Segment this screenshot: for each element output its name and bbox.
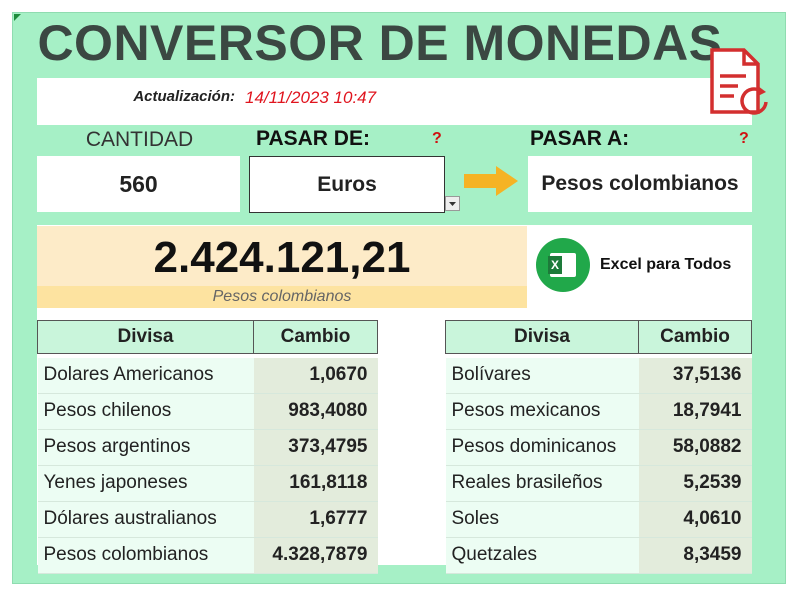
currency-name: Pesos mexicanos bbox=[445, 393, 639, 430]
svg-text:X: X bbox=[551, 258, 559, 272]
rate-row: Pesos chilenos 983,4080 bbox=[37, 393, 378, 430]
dropdown-button[interactable] bbox=[445, 196, 461, 212]
from-label: PASAR DE: bbox=[256, 127, 370, 150]
to-help[interactable]: ? bbox=[739, 130, 749, 147]
doc-icon bbox=[710, 48, 768, 115]
rate-value: 5,2539 bbox=[638, 465, 752, 502]
from-cell[interactable]: Euros bbox=[249, 156, 445, 213]
column-header: Cambio bbox=[253, 320, 378, 354]
from-help[interactable]: ? bbox=[432, 130, 442, 147]
excel-logo: X bbox=[536, 238, 590, 292]
rate-value: 983,4080 bbox=[253, 393, 378, 430]
brand: Excel para Todos bbox=[600, 256, 732, 273]
rate-value: 4,0610 bbox=[638, 501, 752, 538]
update-value: 14/11/2023 10:47 bbox=[245, 88, 377, 107]
currency-name: Pesos dominicanos bbox=[445, 429, 639, 466]
rate-row: Reales brasileños 5,2539 bbox=[445, 465, 752, 502]
currency-name: Quetzales bbox=[445, 537, 639, 574]
currency-name: Dólares australianos bbox=[37, 501, 254, 538]
rate-row: Quetzales 8,3459 bbox=[445, 537, 752, 574]
currency-name: Pesos chilenos bbox=[37, 393, 254, 430]
update-label: Actualización: bbox=[133, 88, 235, 105]
header-row: Divisa Cambio bbox=[445, 320, 752, 354]
to-label: PASAR A: bbox=[530, 127, 630, 150]
rate-value: 1,0670 bbox=[253, 357, 378, 394]
header-row: Divisa Cambio bbox=[37, 320, 378, 354]
rate-row: Pesos dominicanos 58,0882 bbox=[445, 429, 752, 466]
cell-marker bbox=[14, 14, 21, 21]
currency-name: Pesos argentinos bbox=[37, 429, 254, 466]
rate-row: Pesos colombianos 4.328,7879 bbox=[37, 537, 378, 574]
result-value: 2.424.121,21 bbox=[153, 233, 411, 282]
column-header: Divisa bbox=[445, 320, 639, 354]
to-cell: Pesos colombianos bbox=[528, 156, 752, 212]
currency-name: Soles bbox=[445, 501, 639, 538]
rate-value: 8,3459 bbox=[638, 537, 752, 574]
result-footer bbox=[37, 286, 527, 308]
result-currency: Pesos colombianos bbox=[212, 288, 352, 305]
rate-row: Dolares Americanos 1,0670 bbox=[37, 357, 378, 394]
rate-value: 37,5136 bbox=[638, 357, 752, 394]
currency-name: Pesos colombianos bbox=[37, 537, 254, 574]
rate-value: 161,8118 bbox=[253, 465, 378, 502]
currency-name: Dolares Americanos bbox=[37, 357, 254, 394]
rate-value: 4.328,7879 bbox=[253, 537, 378, 574]
rate-row: Yenes japoneses 161,8118 bbox=[37, 465, 378, 502]
amount-label: CANTIDAD bbox=[85, 128, 194, 151]
arrow bbox=[464, 166, 518, 196]
rate-value: 58,0882 bbox=[638, 429, 752, 466]
rate-value: 373,4795 bbox=[253, 429, 378, 466]
rate-table: Divisa Cambio Dolares Americanos 1,0670 Peso… bbox=[37, 320, 378, 574]
title: CONVERSOR DE MONEDAS bbox=[37, 15, 723, 71]
rate-row: Pesos mexicanos 18,7941 bbox=[445, 393, 752, 430]
rate-row: Bolívares 37,5136 bbox=[445, 357, 752, 394]
rate-value: 18,7941 bbox=[638, 393, 752, 430]
currency-name: Reales brasileños bbox=[445, 465, 639, 502]
rate-value: 1,6777 bbox=[253, 501, 378, 538]
amount-cell[interactable]: 560 bbox=[37, 156, 240, 212]
rate-table: Divisa Cambio Bolívares 37,5136 Pesos mexica… bbox=[445, 320, 752, 574]
rate-row: Dólares australianos 1,6777 bbox=[37, 501, 378, 538]
rate-row: Pesos argentinos 373,4795 bbox=[37, 429, 378, 466]
rate-row: Soles 4,0610 bbox=[445, 501, 752, 538]
currency-name: Bolívares bbox=[445, 357, 639, 394]
currency-name: Yenes japoneses bbox=[37, 465, 254, 502]
column-header: Divisa bbox=[37, 320, 254, 354]
column-header: Cambio bbox=[638, 320, 752, 354]
